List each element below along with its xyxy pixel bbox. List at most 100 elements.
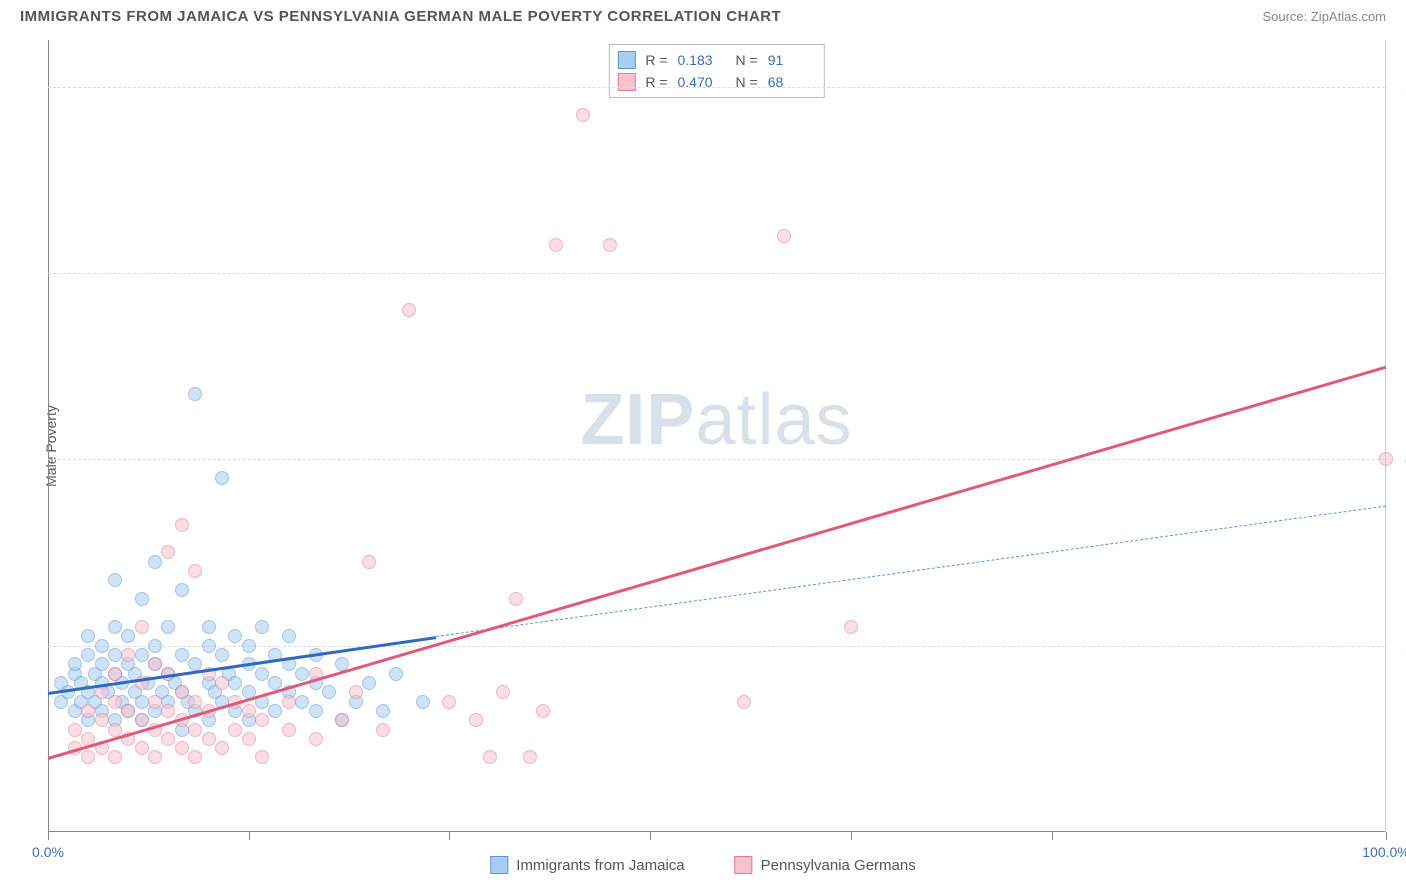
data-point	[95, 713, 109, 727]
data-point	[215, 471, 229, 485]
data-point	[135, 592, 149, 606]
data-point	[295, 695, 309, 709]
data-point	[536, 704, 550, 718]
data-point	[215, 741, 229, 755]
data-point	[282, 695, 296, 709]
source-label: Source: ZipAtlas.com	[1262, 9, 1386, 24]
data-point	[188, 387, 202, 401]
data-point	[81, 750, 95, 764]
data-point	[242, 639, 256, 653]
data-point	[215, 676, 229, 690]
data-point	[576, 108, 590, 122]
data-point	[148, 657, 162, 671]
trend-line	[436, 506, 1386, 637]
data-point	[175, 583, 189, 597]
x-tick	[851, 832, 852, 840]
data-point	[215, 648, 229, 662]
data-point	[121, 629, 135, 643]
watermark-atlas: atlas	[695, 380, 852, 460]
y-axis	[48, 40, 49, 832]
data-point	[376, 704, 390, 718]
data-point	[376, 723, 390, 737]
data-point	[1379, 452, 1393, 466]
data-point	[175, 648, 189, 662]
data-point	[108, 750, 122, 764]
data-point	[81, 704, 95, 718]
data-point	[523, 750, 537, 764]
data-point	[148, 639, 162, 653]
data-point	[188, 564, 202, 578]
gridline	[48, 273, 1385, 274]
data-point	[161, 704, 175, 718]
data-point	[108, 648, 122, 662]
legend-item: Immigrants from Jamaica	[490, 856, 684, 874]
data-point	[68, 657, 82, 671]
gridline	[48, 459, 1385, 460]
data-point	[777, 229, 791, 243]
r-value: 0.183	[678, 49, 726, 71]
data-point	[322, 685, 336, 699]
data-point	[121, 648, 135, 662]
x-tick	[449, 832, 450, 840]
data-point	[349, 685, 363, 699]
data-point	[469, 713, 483, 727]
watermark-zip: ZIP	[580, 380, 695, 460]
data-point	[228, 629, 242, 643]
legend-label: Immigrants from Jamaica	[516, 857, 684, 874]
data-point	[509, 592, 523, 606]
data-point	[148, 695, 162, 709]
x-tick	[650, 832, 651, 840]
data-point	[108, 620, 122, 634]
n-value: 68	[768, 71, 816, 93]
data-point	[188, 750, 202, 764]
data-point	[309, 732, 323, 746]
data-point	[255, 713, 269, 727]
legend-swatch	[490, 856, 508, 874]
stats-row: R =0.183N =91	[617, 49, 815, 71]
x-tick	[1386, 832, 1387, 840]
data-point	[603, 238, 617, 252]
data-point	[228, 723, 242, 737]
data-point	[844, 620, 858, 634]
data-point	[81, 648, 95, 662]
chart-area: ZIPatlas R =0.183N =91R =0.470N =68 20.0…	[48, 40, 1386, 832]
data-point	[188, 723, 202, 737]
data-point	[161, 732, 175, 746]
data-point	[121, 704, 135, 718]
data-point	[442, 695, 456, 709]
n-value: 91	[768, 49, 816, 71]
data-point	[175, 518, 189, 532]
data-point	[242, 732, 256, 746]
data-point	[135, 620, 149, 634]
data-point	[95, 657, 109, 671]
watermark: ZIPatlas	[580, 379, 852, 461]
data-point	[135, 741, 149, 755]
header: IMMIGRANTS FROM JAMAICA VS PENNSYLVANIA …	[0, 0, 1406, 29]
data-point	[108, 695, 122, 709]
data-point	[282, 629, 296, 643]
data-point	[335, 713, 349, 727]
data-point	[242, 704, 256, 718]
x-tick	[1052, 832, 1053, 840]
data-point	[402, 303, 416, 317]
data-point	[188, 695, 202, 709]
data-point	[416, 695, 430, 709]
data-point	[108, 667, 122, 681]
stats-row: R =0.470N =68	[617, 71, 815, 93]
data-point	[255, 667, 269, 681]
x-tick	[249, 832, 250, 840]
trend-line	[48, 366, 1387, 760]
chart-title: IMMIGRANTS FROM JAMAICA VS PENNSYLVANIA …	[20, 8, 781, 25]
data-point	[135, 648, 149, 662]
data-point	[389, 667, 403, 681]
n-label: N =	[736, 71, 758, 93]
data-point	[108, 573, 122, 587]
data-point	[255, 620, 269, 634]
r-label: R =	[645, 71, 667, 93]
data-point	[108, 723, 122, 737]
data-point	[175, 741, 189, 755]
data-point	[549, 238, 563, 252]
data-point	[202, 620, 216, 634]
data-point	[135, 695, 149, 709]
data-point	[148, 750, 162, 764]
